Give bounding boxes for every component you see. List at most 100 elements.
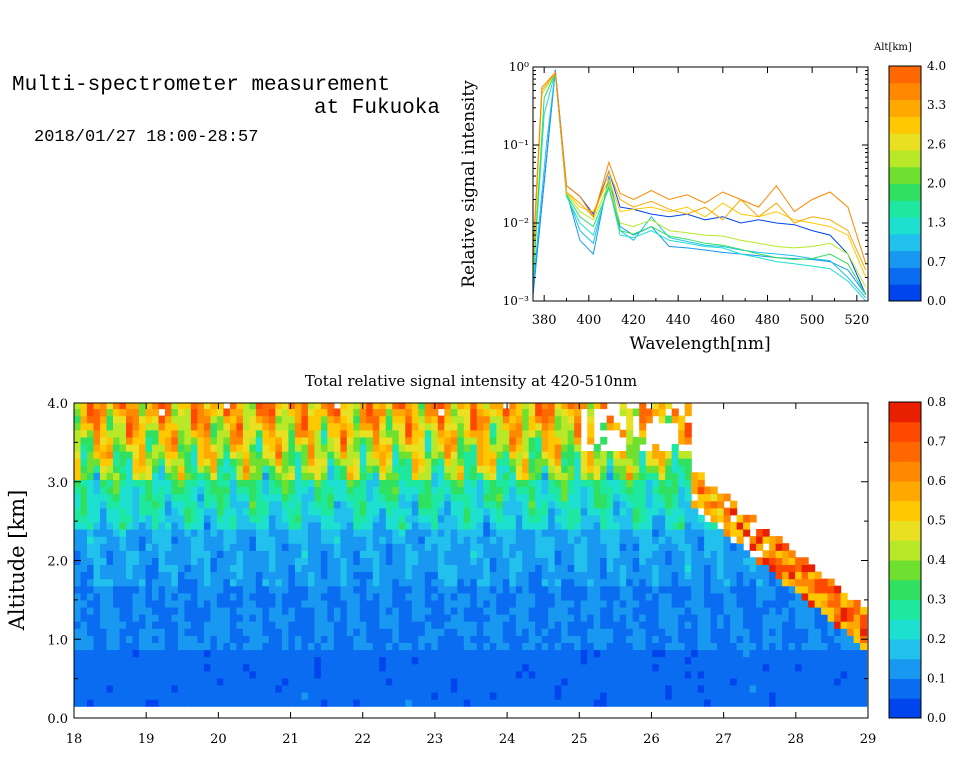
heatmap-cell xyxy=(106,486,114,495)
heatmap-cell xyxy=(223,642,231,651)
heatmap-cell xyxy=(93,621,101,629)
heatmap-cell xyxy=(574,493,582,502)
heatmap-cell xyxy=(431,486,439,495)
heatmap-cell xyxy=(665,458,673,466)
heatmap-cell xyxy=(749,599,757,608)
heatmap-cell xyxy=(717,500,725,509)
heatmap-cell xyxy=(535,642,543,651)
heatmap-cell xyxy=(847,649,855,658)
heatmap-cell xyxy=(177,543,185,551)
heatmap-cell xyxy=(327,529,335,537)
heatmap-cell xyxy=(236,415,244,424)
heatmap-cell xyxy=(457,578,465,587)
heatmap-cell xyxy=(691,550,699,558)
heatmap-cell xyxy=(522,684,530,693)
heatmap-cell xyxy=(697,656,705,665)
heatmap-cell xyxy=(301,550,309,558)
heatmap-cell xyxy=(652,408,660,417)
heatmap-cell xyxy=(411,493,419,502)
heatmap-cell xyxy=(152,521,160,530)
heatmap-cell xyxy=(418,408,426,417)
heatmap-cell xyxy=(100,479,108,488)
heatmap-cell xyxy=(307,642,315,651)
heatmap-cell xyxy=(801,670,809,679)
heatmap-cell xyxy=(281,500,289,509)
heatmap-cell xyxy=(197,642,205,651)
heatmap-cell xyxy=(281,564,289,573)
heatmap-cell xyxy=(106,465,114,473)
heatmap-cell xyxy=(210,635,218,643)
heatmap-cell xyxy=(301,422,309,431)
heatmap-cell xyxy=(541,663,549,672)
heatmap-cell xyxy=(671,465,679,473)
heatmap-cell xyxy=(158,607,166,615)
heatmap-cell xyxy=(236,514,244,523)
heatmap-cell xyxy=(509,408,517,417)
heatmap-cell xyxy=(424,564,432,573)
heatmap-cell xyxy=(74,585,82,594)
heatmap-cell xyxy=(509,585,517,594)
heatmap-cell xyxy=(152,500,160,509)
heatmap-cell xyxy=(203,699,211,707)
heatmap-cell xyxy=(249,699,257,707)
heatmap-cell xyxy=(548,599,556,608)
heatmap-cell xyxy=(463,699,471,707)
heatmap-cell xyxy=(385,621,393,629)
heatmap-cell xyxy=(405,699,413,707)
heatmap-cell xyxy=(229,663,237,672)
heatmap-cell xyxy=(639,408,647,417)
heatmap-cell xyxy=(457,614,465,622)
heatmap-cell xyxy=(483,422,491,431)
heatmap-cell xyxy=(93,479,101,488)
heatmap-cell xyxy=(613,571,621,580)
heatmap-cell xyxy=(242,493,250,502)
heatmap-cell xyxy=(320,592,328,601)
heatmap-cell xyxy=(483,699,491,707)
heatmap-cell xyxy=(229,536,237,544)
heatmap-cell xyxy=(691,507,699,516)
heatmap-cell xyxy=(275,692,283,700)
heatmap-cell xyxy=(496,571,504,580)
heatmap-cell xyxy=(548,472,556,480)
heatmap-cell xyxy=(788,649,796,658)
heatmap-cell xyxy=(652,599,660,608)
heatmap-cell xyxy=(600,635,608,643)
heatmap-cell xyxy=(665,621,673,629)
heatmap-cell xyxy=(606,415,614,424)
heatmap-cell xyxy=(385,529,393,537)
heatmap-cell xyxy=(470,628,478,636)
heatmap-cell xyxy=(522,578,530,587)
heatmap-cell xyxy=(476,628,484,636)
heatmap-cell xyxy=(314,656,322,665)
heatmap-cell xyxy=(665,415,673,424)
heatmap-cell xyxy=(457,550,465,558)
heatmap-cell xyxy=(164,521,172,530)
heatmap-cell xyxy=(463,621,471,629)
heatmap-cell xyxy=(379,543,387,551)
heatmap-cell xyxy=(450,436,458,445)
heatmap-cell xyxy=(327,649,335,658)
heatmap-cell xyxy=(457,479,465,488)
heatmap-cell xyxy=(340,493,348,502)
heatmap-cell xyxy=(470,521,478,530)
heatmap-cell xyxy=(113,465,121,473)
heatmap-cell xyxy=(216,444,224,452)
heatmap-cell xyxy=(203,429,211,438)
heatmap-cell xyxy=(333,408,341,417)
heatmap-cell xyxy=(710,677,718,686)
heatmap-cell xyxy=(522,677,530,686)
heatmap-cell xyxy=(814,599,822,608)
heatmap-cell xyxy=(268,514,276,523)
heatmap-cell xyxy=(515,429,523,438)
heatmap-cell xyxy=(541,592,549,601)
heatmap-cell xyxy=(197,479,205,488)
heatmap-cell xyxy=(522,493,530,502)
heatmap-cell xyxy=(392,465,400,473)
heatmap-cell xyxy=(184,677,192,686)
heatmap-cell xyxy=(288,436,296,445)
heatmap-cell xyxy=(216,451,224,459)
heatmap-cell xyxy=(541,479,549,488)
heatmap-cell xyxy=(229,670,237,679)
heatmap-cell xyxy=(333,521,341,530)
heatmap-cell xyxy=(619,521,627,530)
